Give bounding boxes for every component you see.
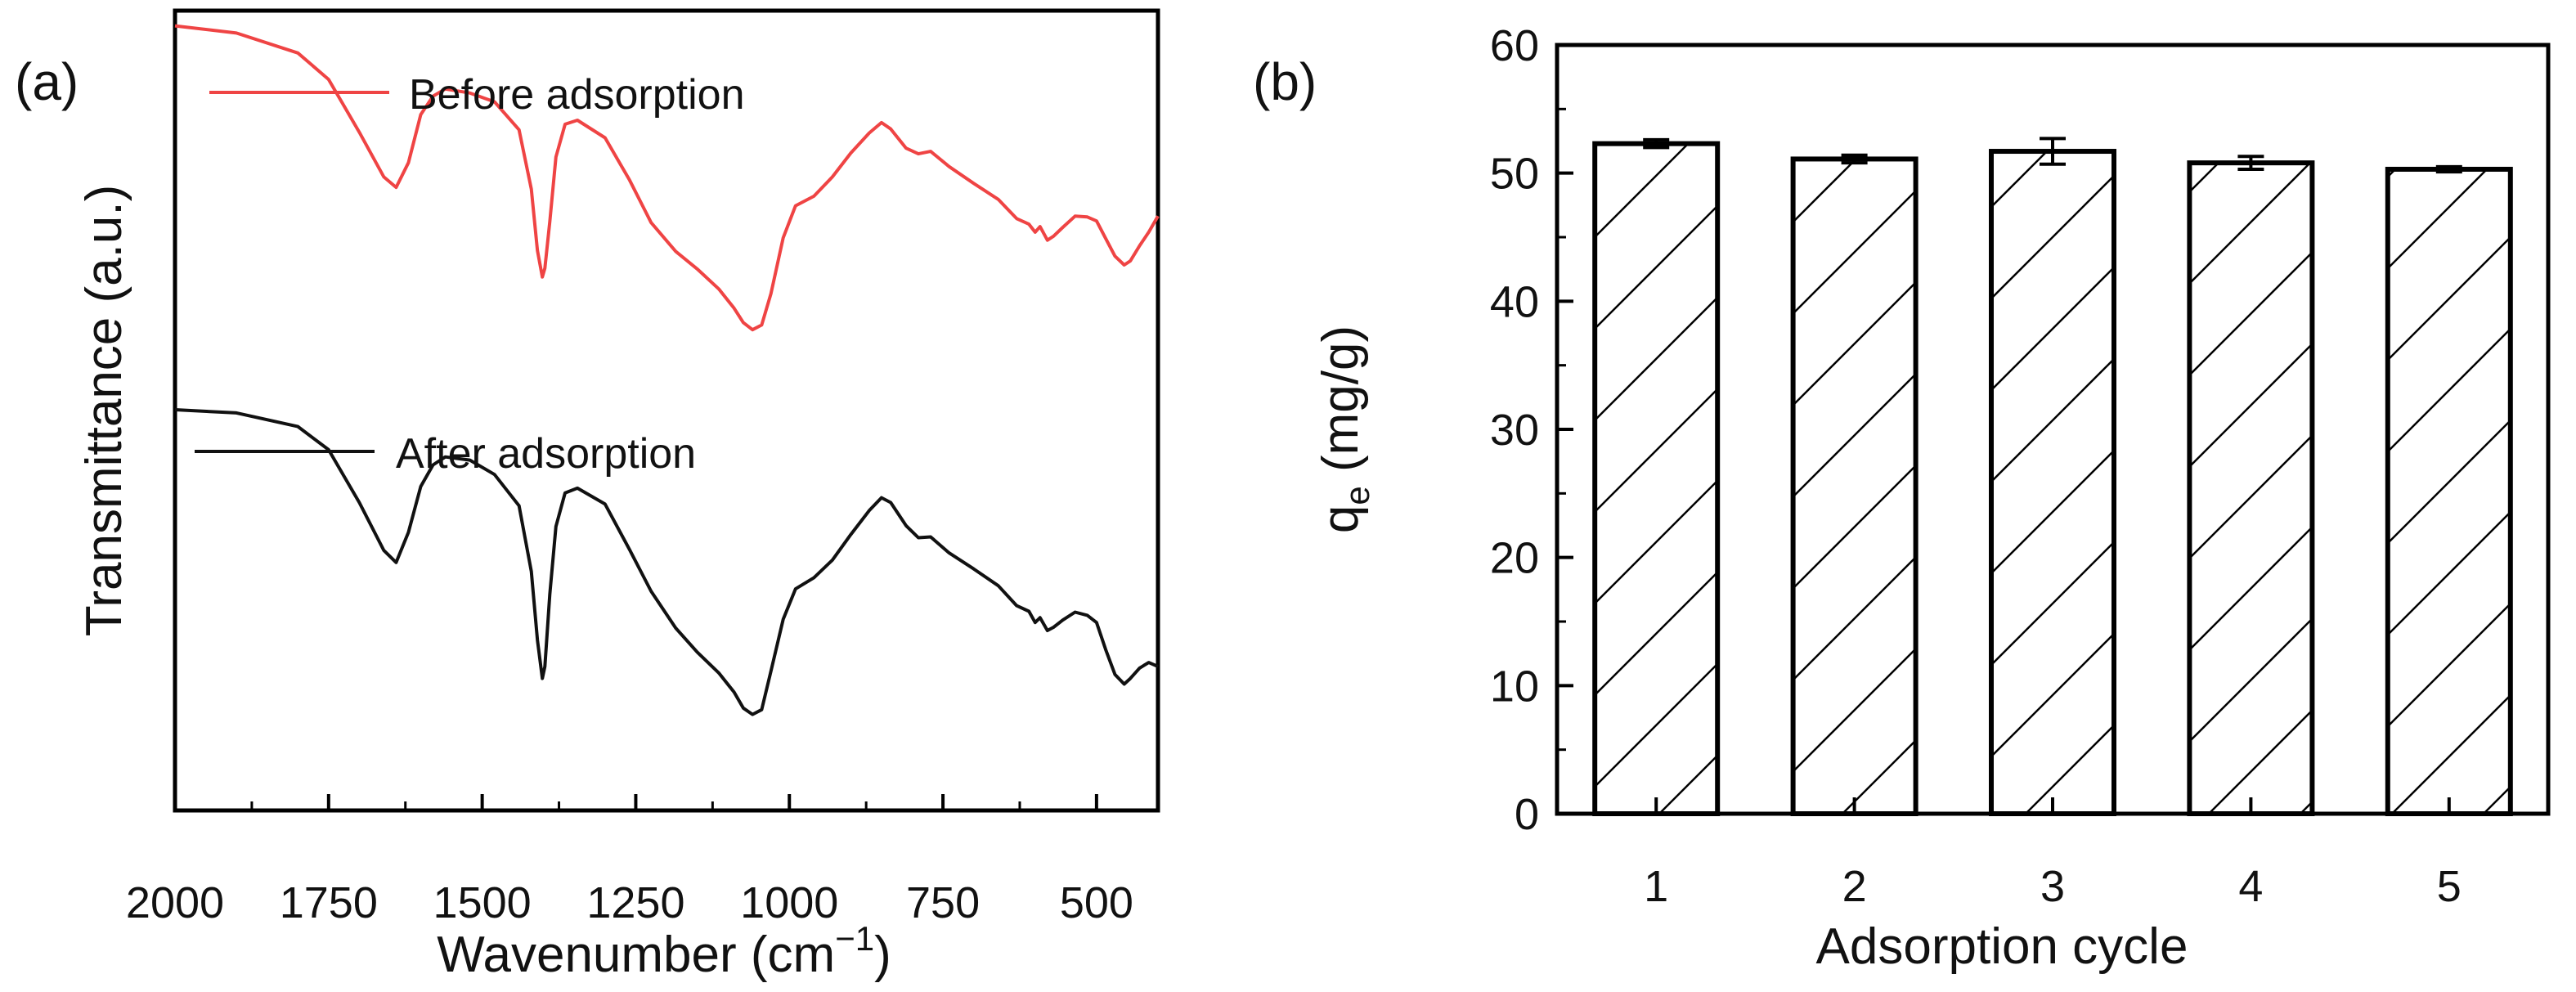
ftir-x-axis: 2000 1750 1500 1250 1000 750 500 xyxy=(126,794,1133,927)
ftir-x-axis-label: Wavenumber (cm−1) xyxy=(437,919,891,983)
ftir-spectra xyxy=(174,24,1160,716)
x-tick-label: 750 xyxy=(906,878,980,927)
y-tick-label: 60 xyxy=(1490,21,1539,70)
x-tick-label: 1250 xyxy=(586,878,684,927)
legend-after: After adsorption xyxy=(195,430,696,478)
x-tick-label: 4 xyxy=(2238,862,2263,911)
legend-before-label: Before adsorption xyxy=(409,71,745,119)
cycle-x-axis: 1 2 3 4 5 xyxy=(1644,797,2462,911)
bar-cycle-5 xyxy=(2385,166,2513,816)
cycle-x-axis-label: Adsorption cycle xyxy=(1816,918,2188,975)
y-tick-label: 40 xyxy=(1490,277,1539,326)
cycle-bars xyxy=(1592,137,2513,817)
x-tick-label: 2 xyxy=(1842,862,1867,911)
ftir-panel: (a) 2000 1750 1500 1250 1000 750 500 Before ad… xyxy=(15,8,1160,983)
x-tick-label: 1750 xyxy=(280,878,378,927)
legend-before: Before adsorption xyxy=(209,71,745,119)
y-tick-label: 50 xyxy=(1490,150,1539,199)
bar-cycle-2 xyxy=(1790,156,1919,816)
cycle-y-axis: 0 10 20 30 40 50 60 xyxy=(1490,21,1573,839)
legend-after-label: After adsorption xyxy=(396,430,696,478)
ftir-plot-frame xyxy=(173,8,1160,813)
x-tick-label: 2000 xyxy=(126,878,224,927)
bar-cycle-3 xyxy=(1989,149,2116,817)
y-tick-label: 0 xyxy=(1515,790,1539,839)
y-tick-label: 10 xyxy=(1490,662,1539,711)
cycle-panel: (b) 0 10 20 30 40 50 60 1 2 3 4 5 qe (mg/g) Adsorp… xyxy=(1253,21,2551,975)
y-tick-label: 20 xyxy=(1490,534,1539,583)
ftir-y-axis-label: Transmittance (a.u.) xyxy=(76,185,132,636)
cycle-y-axis-label: qe (mg/g) xyxy=(1313,325,1376,533)
bar-cycle-1 xyxy=(1592,141,1721,816)
x-tick-label: 5 xyxy=(2437,862,2462,911)
x-tick-label: 500 xyxy=(1060,878,1133,927)
y-tick-label: 30 xyxy=(1490,406,1539,455)
series-after-adsorption xyxy=(174,408,1159,716)
series-before-adsorption xyxy=(174,24,1160,332)
x-tick-label: 1 xyxy=(1644,862,1668,911)
x-tick-label: 3 xyxy=(2040,862,2065,911)
panel-a-label: (a) xyxy=(15,52,79,111)
x-tick-label: 1000 xyxy=(740,878,838,927)
bar-cycle-4 xyxy=(2187,160,2315,816)
panel-b-label: (b) xyxy=(1253,52,1317,111)
x-tick-label: 1500 xyxy=(433,878,532,927)
